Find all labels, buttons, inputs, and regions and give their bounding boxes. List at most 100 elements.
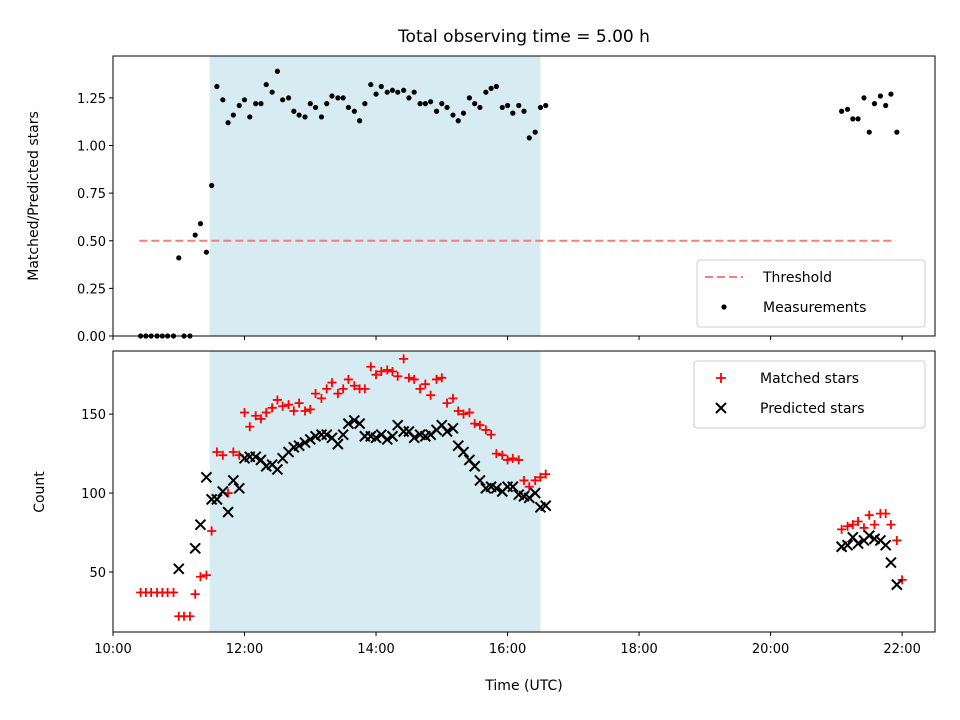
matched-point [848, 520, 858, 530]
measurement-point [357, 118, 363, 124]
matched-point [464, 408, 474, 418]
measurement-point [844, 106, 851, 112]
legend-matched-swatch [716, 373, 726, 383]
matched-point [207, 526, 217, 536]
matched-point [486, 430, 496, 440]
measurement-point [883, 102, 889, 109]
matched-point [508, 453, 518, 463]
predicted-point [885, 556, 897, 569]
measurement-point [192, 232, 198, 238]
measurement-point [472, 101, 478, 107]
predicted-point [468, 460, 481, 472]
y-tick-label: 150 [81, 408, 106, 423]
matched-point [322, 384, 332, 394]
matched-point [284, 400, 294, 410]
matched-point [272, 395, 282, 405]
matched-point [837, 524, 847, 534]
measurement-point [302, 114, 308, 120]
measurement-point [504, 102, 511, 109]
matched-point [442, 398, 452, 408]
measurement-point [329, 93, 335, 99]
matched-point [300, 406, 310, 416]
measurement-point [855, 116, 861, 122]
legend-label: Measurements [763, 300, 866, 316]
predicted-point [879, 539, 892, 551]
predicted-point [227, 474, 240, 487]
matched-point [305, 404, 315, 414]
predicted-point [249, 451, 262, 463]
predicted-point [490, 482, 503, 495]
measurement-point [488, 85, 494, 91]
x-tick-label: 12:00 [226, 642, 263, 657]
predicted-point [194, 518, 207, 531]
measurement-point [850, 116, 856, 122]
matched-point [294, 398, 304, 408]
predicted-point [299, 436, 311, 449]
matched-point [338, 384, 348, 394]
predicted-point [457, 446, 470, 458]
predicted-point [529, 487, 541, 499]
measurement-point [483, 89, 489, 95]
matched-point [311, 389, 321, 399]
measurement-point [477, 104, 483, 111]
y-tick-label: 50 [89, 566, 106, 581]
measurement-point [274, 68, 280, 74]
matched-point [415, 384, 425, 394]
measurement-point [378, 83, 384, 90]
predicted-point [863, 529, 875, 542]
measurement-point [516, 102, 522, 109]
predicted-point [211, 493, 223, 506]
measurement-point [214, 83, 220, 90]
measurement-point [258, 101, 264, 107]
predicted-point [271, 463, 284, 476]
measurement-point [176, 255, 182, 261]
measurement-point [861, 95, 867, 101]
matched-point [343, 374, 353, 384]
count-panel: 50 100 150 10:00 12:00 14:00 16:00 18:00 20:00 22… [32, 350, 936, 694]
matched-point [881, 509, 891, 519]
measurement-point [384, 89, 390, 95]
predicted-point [381, 433, 393, 446]
legend-box [696, 259, 926, 328]
measurement-point [362, 101, 368, 107]
measurement-point [368, 81, 374, 88]
matched-point [261, 408, 271, 418]
measurement-point [340, 95, 346, 101]
legend-label: Matched stars [760, 371, 859, 387]
predicted-point [852, 537, 864, 550]
measurement-point [253, 101, 259, 107]
measurement-point [241, 97, 248, 103]
matched-point [327, 378, 337, 388]
predicted-point [217, 485, 229, 498]
x-axis-label: Time (UTC) [484, 678, 562, 694]
chart-title: Total observing time = 5.00 h [397, 27, 650, 47]
measurement-point [444, 104, 450, 111]
measurement-point [537, 104, 544, 111]
measurement-point [395, 89, 401, 95]
measurement-point [460, 110, 467, 116]
predicted-point [891, 578, 903, 591]
measurement-point [417, 101, 423, 107]
matched-point [168, 588, 178, 598]
measurement-point [345, 104, 352, 111]
measurement-point [450, 112, 456, 118]
measurement-point [532, 129, 538, 135]
predicted-point [408, 432, 420, 444]
legend-label: Predicted stars [760, 401, 865, 417]
legend-box [693, 360, 926, 429]
matched-point [399, 354, 409, 364]
legend-predicted-swatch [715, 402, 727, 414]
predicted-point [447, 422, 459, 435]
matched-point [864, 510, 874, 520]
measurement-point [312, 104, 319, 111]
y-tick-label: 0.75 [77, 187, 106, 202]
measurement-point [499, 104, 505, 111]
matched-point [459, 409, 469, 419]
x-tick-label: 18:00 [620, 642, 657, 657]
matched-point [393, 371, 403, 381]
y-tick-label: 0.50 [77, 235, 106, 250]
measurement-point [203, 249, 209, 255]
matched-point [859, 523, 869, 533]
y-tick-label: 1.25 [77, 92, 106, 107]
